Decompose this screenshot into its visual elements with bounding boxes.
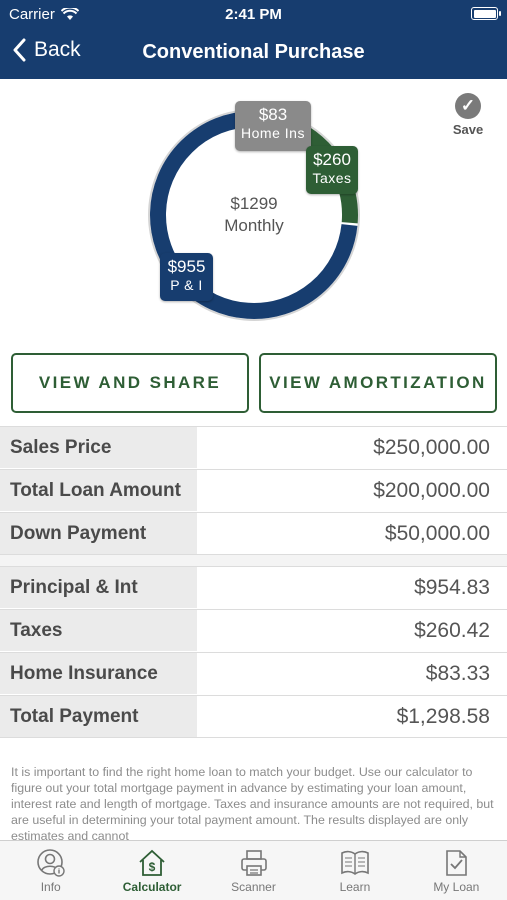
tab-learn[interactable]: Learn xyxy=(304,841,405,900)
row-label: Taxes xyxy=(0,610,197,651)
view-amortization-button[interactable]: VIEW AMORTIZATION xyxy=(259,353,497,413)
pi-chip: $955 P & I xyxy=(160,253,213,301)
row-value: $83.33 xyxy=(425,662,490,685)
clock: 2:41 PM xyxy=(225,6,282,23)
tab-label: Calculator xyxy=(122,880,182,894)
table-bottom-border xyxy=(0,737,507,738)
carrier-info: Carrier xyxy=(9,6,79,23)
payment-chart: $1299 Monthly $83 Home Ins $260 Taxes $9… xyxy=(0,79,507,347)
back-label: Back xyxy=(34,38,81,61)
tab-calculator[interactable]: $ Calculator xyxy=(101,841,202,900)
save-label: Save xyxy=(452,122,484,137)
home-ins-chip-value: $83 xyxy=(258,105,288,124)
row-value: $954.83 xyxy=(414,576,490,599)
section-divider xyxy=(0,554,507,566)
view-and-share-button[interactable]: VIEW AND SHARE xyxy=(11,353,249,413)
home-ins-chip-label: Home Ins xyxy=(241,125,305,141)
disclaimer-text: It is important to find the right home l… xyxy=(11,765,494,840)
row-label: Home Insurance xyxy=(0,653,197,694)
table-row: Taxes $260.42 xyxy=(0,609,507,651)
taxes-chip: $260 Taxes xyxy=(306,146,358,194)
row-label: Principal & Int xyxy=(0,567,197,608)
pi-chip-label: P & I xyxy=(170,277,203,293)
row-value: $260.42 xyxy=(414,619,490,642)
pi-chip-value: $955 xyxy=(167,257,206,276)
info-person-icon xyxy=(36,849,65,877)
row-value: $50,000.00 xyxy=(384,522,490,545)
taxes-chip-label: Taxes xyxy=(312,170,352,186)
table-row: Total Payment $1,298.58 xyxy=(0,695,507,737)
save-button[interactable]: ✓ Save xyxy=(450,93,486,137)
row-label: Total Loan Amount xyxy=(0,470,197,511)
tab-scanner[interactable]: Scanner xyxy=(203,841,304,900)
row-value: $200,000.00 xyxy=(373,479,490,502)
wifi-icon xyxy=(60,8,79,20)
nav-header: Carrier 2:41 PM Back Conventional Purcha… xyxy=(0,0,507,79)
row-label: Total Payment xyxy=(0,696,197,737)
chevron-left-icon xyxy=(13,38,26,62)
monthly-label: Monthly xyxy=(224,216,284,235)
book-icon xyxy=(341,850,369,875)
back-button[interactable]: Back xyxy=(12,38,81,62)
tab-label: Scanner xyxy=(231,880,276,894)
home-ins-chip: $83 Home Ins xyxy=(235,101,311,151)
document-check-icon xyxy=(446,850,468,876)
tab-my-loan[interactable]: My Loan xyxy=(406,841,507,900)
taxes-chip-value: $260 xyxy=(313,150,351,169)
table-row: Down Payment $50,000.00 xyxy=(0,512,507,554)
status-bar: Carrier 2:41 PM xyxy=(0,6,507,24)
battery-icon xyxy=(471,7,501,20)
row-label: Down Payment xyxy=(0,513,197,554)
tab-label: Learn xyxy=(339,880,371,894)
printer-icon xyxy=(240,850,267,876)
tab-label: My Loan xyxy=(433,880,480,894)
row-value: $1,298.58 xyxy=(396,705,490,728)
page-title: Conventional Purchase xyxy=(142,41,365,63)
table-row: Principal & Int $954.83 xyxy=(0,566,507,608)
tab-info[interactable]: Info xyxy=(0,841,101,900)
calculator-house-icon: $ xyxy=(139,849,165,876)
row-value: $250,000.00 xyxy=(373,436,490,459)
table-row: Sales Price $250,000.00 xyxy=(0,426,507,468)
carrier-name: Carrier xyxy=(9,6,55,23)
row-label: Sales Price xyxy=(0,427,197,468)
checkmark-icon: ✓ xyxy=(455,93,481,119)
table-row: Home Insurance $83.33 xyxy=(0,652,507,694)
tab-bar: Info $ Calculator Scanner Learn xyxy=(0,840,507,900)
table-row: Total Loan Amount $200,000.00 xyxy=(0,469,507,511)
tab-label: Info xyxy=(40,880,61,894)
svg-text:$: $ xyxy=(149,860,156,874)
monthly-total: $1299 xyxy=(230,194,278,213)
